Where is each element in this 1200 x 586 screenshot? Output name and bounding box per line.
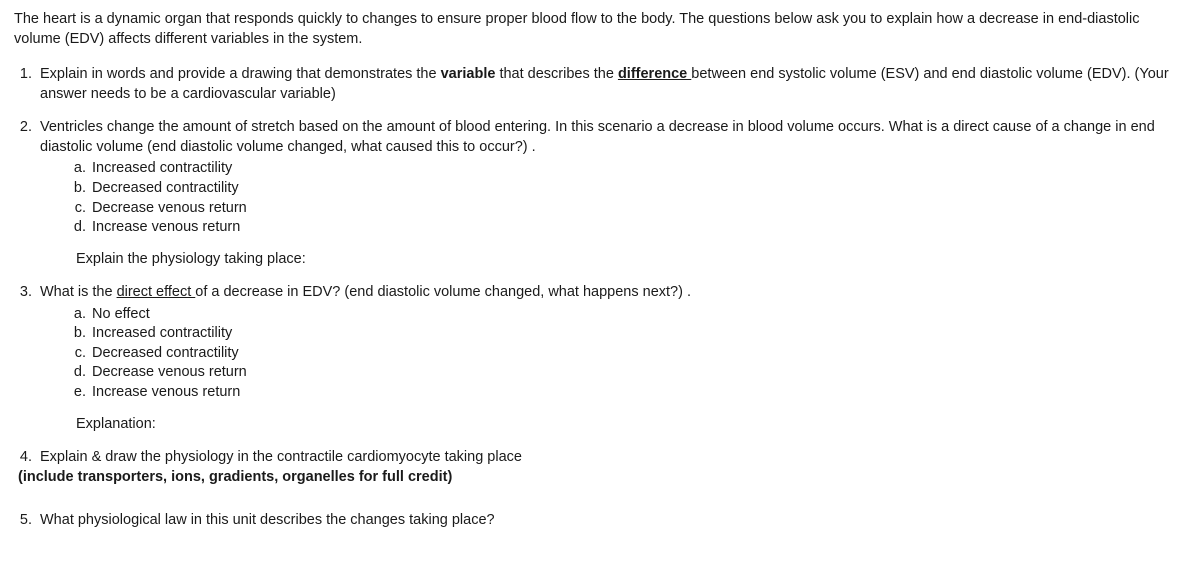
question-1: Explain in words and provide a drawing t… xyxy=(36,65,1186,104)
q3-post: of a decrease in EDV? (end diastolic vol… xyxy=(195,284,691,300)
q5-text: What physiological law in this unit desc… xyxy=(40,512,495,528)
q2-text: Ventricles change the amount of stretch … xyxy=(40,119,1155,155)
q3-option-d: Decrease venous return xyxy=(90,363,1186,383)
question-5: What physiological law in this unit desc… xyxy=(36,511,1186,531)
q3-option-a: No effect xyxy=(90,305,1186,325)
q2-option-d: Increase venous return xyxy=(90,218,1186,238)
q1-underlined-difference: difference xyxy=(618,66,691,82)
intro-paragraph: The heart is a dynamic organ that respon… xyxy=(14,10,1186,49)
q3-underlined-direct-effect: direct effect xyxy=(117,284,196,300)
question-list: Explain in words and provide a drawing t… xyxy=(14,65,1186,531)
q3-option-c: Decreased contractility xyxy=(90,344,1186,364)
q2-options: Increased contractility Decreased contra… xyxy=(40,159,1186,237)
q2-option-b: Decreased contractility xyxy=(90,179,1186,199)
q3-options: No effect Increased contractility Decrea… xyxy=(40,305,1186,403)
question-3: What is the direct effect of a decrease … xyxy=(36,283,1186,434)
question-4: Explain & draw the physiology in the con… xyxy=(36,448,1186,487)
q4-line1: Explain & draw the physiology in the con… xyxy=(40,449,522,465)
q2-option-c: Decrease venous return xyxy=(90,199,1186,219)
q1-mid: that describes the xyxy=(495,66,618,82)
q3-explanation-label: Explanation: xyxy=(76,415,1186,435)
question-2: Ventricles change the amount of stretch … xyxy=(36,118,1186,269)
q1-pre: Explain in words and provide a drawing t… xyxy=(40,66,441,82)
q3-option-e: Increase venous return xyxy=(90,383,1186,403)
q2-explain-label: Explain the physiology taking place: xyxy=(76,250,1186,270)
q4-line2: (include transporters, ions, gradients, … xyxy=(18,468,452,488)
q3-option-b: Increased contractility xyxy=(90,324,1186,344)
q3-pre: What is the xyxy=(40,284,117,300)
q1-bold-variable: variable xyxy=(441,66,496,82)
q2-option-a: Increased contractility xyxy=(90,159,1186,179)
